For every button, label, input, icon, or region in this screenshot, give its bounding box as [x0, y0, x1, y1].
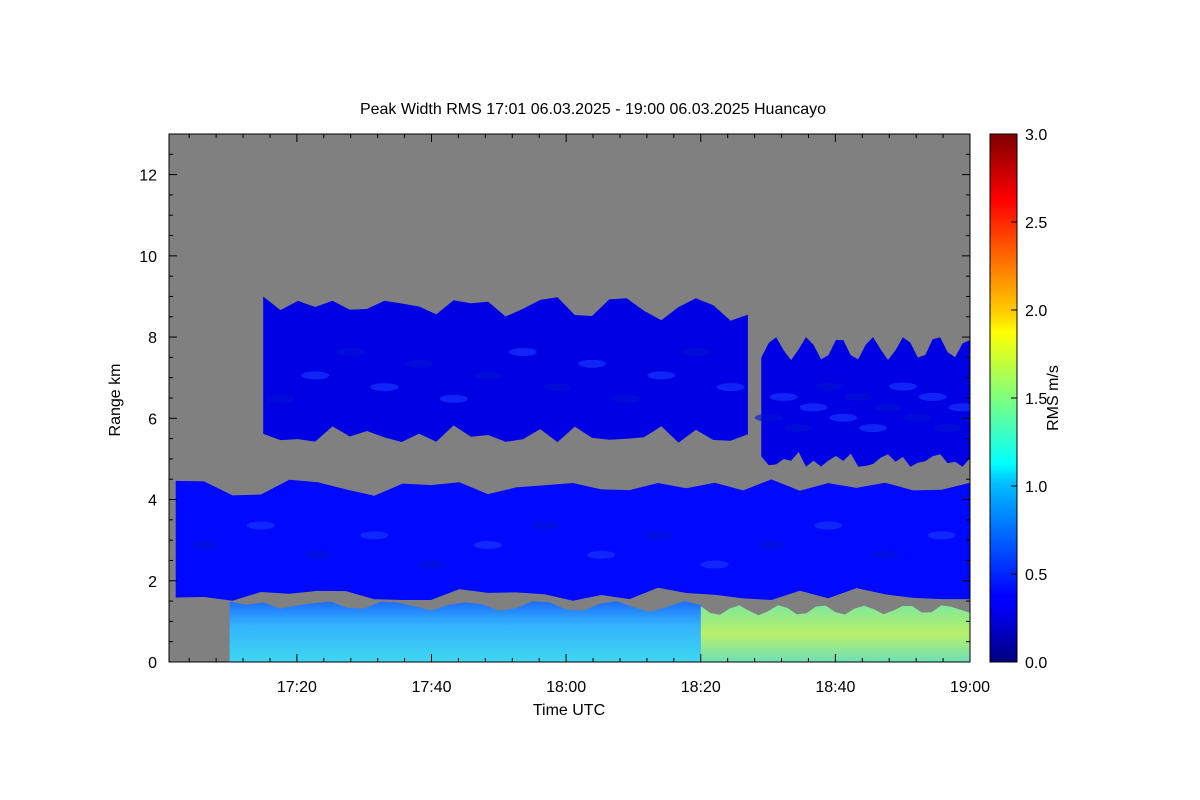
heatmap-regions	[175, 296, 970, 662]
texture-mark	[927, 531, 956, 540]
texture-mark	[859, 424, 888, 433]
texture-mark	[370, 383, 399, 392]
texture-mark	[814, 382, 843, 391]
texture-mark	[530, 521, 559, 530]
texture-mark	[508, 348, 537, 356]
y-tick-label: 6	[148, 411, 157, 428]
y-tick-label: 10	[139, 249, 157, 266]
colorbar-tick-label: 0.0	[1025, 655, 1047, 672]
texture-mark	[587, 550, 616, 559]
colorbar-tick-label: 2.5	[1025, 215, 1047, 232]
colorbar-tick-label: 3.0	[1025, 127, 1047, 144]
texture-mark	[799, 403, 828, 412]
texture-mark	[700, 560, 729, 569]
texture-mark	[473, 541, 502, 549]
texture-mark	[870, 550, 899, 559]
texture-mark	[266, 394, 295, 403]
x-tick-label: 18:40	[815, 679, 855, 696]
y-axis-label: Range km	[107, 364, 124, 437]
chart-title: Peak Width RMS 17:01 06.03.2025 - 19:00 …	[360, 101, 826, 118]
texture-mark	[874, 403, 902, 412]
x-tick-label: 18:20	[681, 679, 721, 696]
x-axis-label: Time UTC	[533, 702, 605, 719]
texture-mark	[784, 424, 813, 433]
texture-mark	[301, 371, 330, 380]
texture-mark	[814, 521, 843, 530]
texture-mark	[754, 413, 783, 422]
texture-mark	[948, 403, 970, 412]
x-tick-label: 17:40	[411, 679, 451, 696]
texture-mark	[903, 413, 932, 422]
texture-mark	[829, 413, 858, 422]
x-axis: 17:20 17:40 18:00 18:20 18:40 19:00	[188, 134, 990, 696]
y-axis: 0 2 4 6 8 10 12	[139, 153, 970, 672]
y-tick-label: 0	[148, 655, 157, 672]
texture-mark	[888, 382, 917, 391]
texture-mark	[417, 560, 445, 569]
texture-mark	[360, 531, 389, 540]
x-tick-label: 17:20	[277, 679, 317, 696]
texture-mark	[757, 541, 786, 549]
texture-mark	[543, 383, 572, 392]
texture-mark	[933, 424, 962, 433]
texture-mark	[612, 394, 641, 403]
texture-mark	[405, 359, 433, 368]
texture-mark	[439, 394, 468, 403]
texture-mark	[335, 348, 364, 356]
colorbar-tick-label: 1.5	[1025, 391, 1047, 408]
texture-mark	[647, 371, 676, 380]
y-tick-label: 12	[139, 168, 157, 185]
colorbar-tick-label: 2.0	[1025, 303, 1047, 320]
texture-mark	[246, 521, 275, 530]
heatmap-region-low-layer-turbulence	[229, 601, 701, 662]
y-tick-label: 4	[148, 493, 157, 510]
x-tick-label: 18:00	[546, 679, 586, 696]
texture-mark	[918, 392, 947, 401]
texture-mark	[769, 392, 798, 401]
texture-mark	[681, 348, 710, 356]
texture-mark	[716, 383, 745, 392]
colorbar-tick-label: 0.5	[1025, 567, 1047, 584]
texture-mark	[190, 541, 219, 549]
heatmap-region-upper-cloud-layer-right	[761, 337, 970, 467]
texture-mark	[844, 392, 873, 401]
texture-mark	[474, 371, 503, 380]
texture-mark	[644, 531, 672, 540]
texture-mark	[303, 550, 332, 559]
heatmap-region-low-layer-strong	[700, 605, 970, 662]
texture-mark	[578, 359, 607, 368]
y-tick-label: 2	[148, 574, 157, 591]
x-tick-label: 19:00	[950, 679, 990, 696]
heatmap-region-upper-cloud-layer-left	[263, 296, 748, 443]
heatmap-region-mid-layer-boundary	[175, 479, 970, 601]
colorbar-tick-label: 1.0	[1025, 479, 1047, 496]
colorbar-label: RMS m/s	[1045, 365, 1062, 431]
y-tick-label: 8	[148, 330, 157, 347]
colorbar-ticks: 0.0 0.5 1.0 1.5 2.0 2.5 3.0	[1011, 127, 1047, 672]
